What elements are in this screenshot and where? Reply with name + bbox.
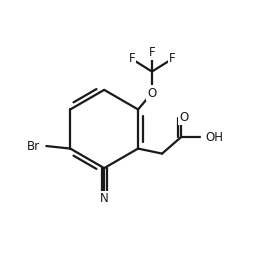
Text: OH: OH [206, 131, 224, 144]
Text: Br: Br [27, 140, 40, 152]
Text: F: F [169, 52, 175, 66]
Text: O: O [147, 86, 156, 100]
Text: F: F [129, 52, 135, 66]
Text: O: O [179, 110, 188, 124]
Text: F: F [149, 46, 155, 59]
Text: N: N [100, 192, 109, 205]
